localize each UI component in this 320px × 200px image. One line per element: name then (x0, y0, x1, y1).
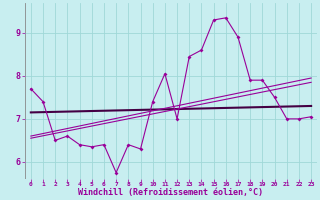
X-axis label: Windchill (Refroidissement éolien,°C): Windchill (Refroidissement éolien,°C) (78, 188, 263, 197)
